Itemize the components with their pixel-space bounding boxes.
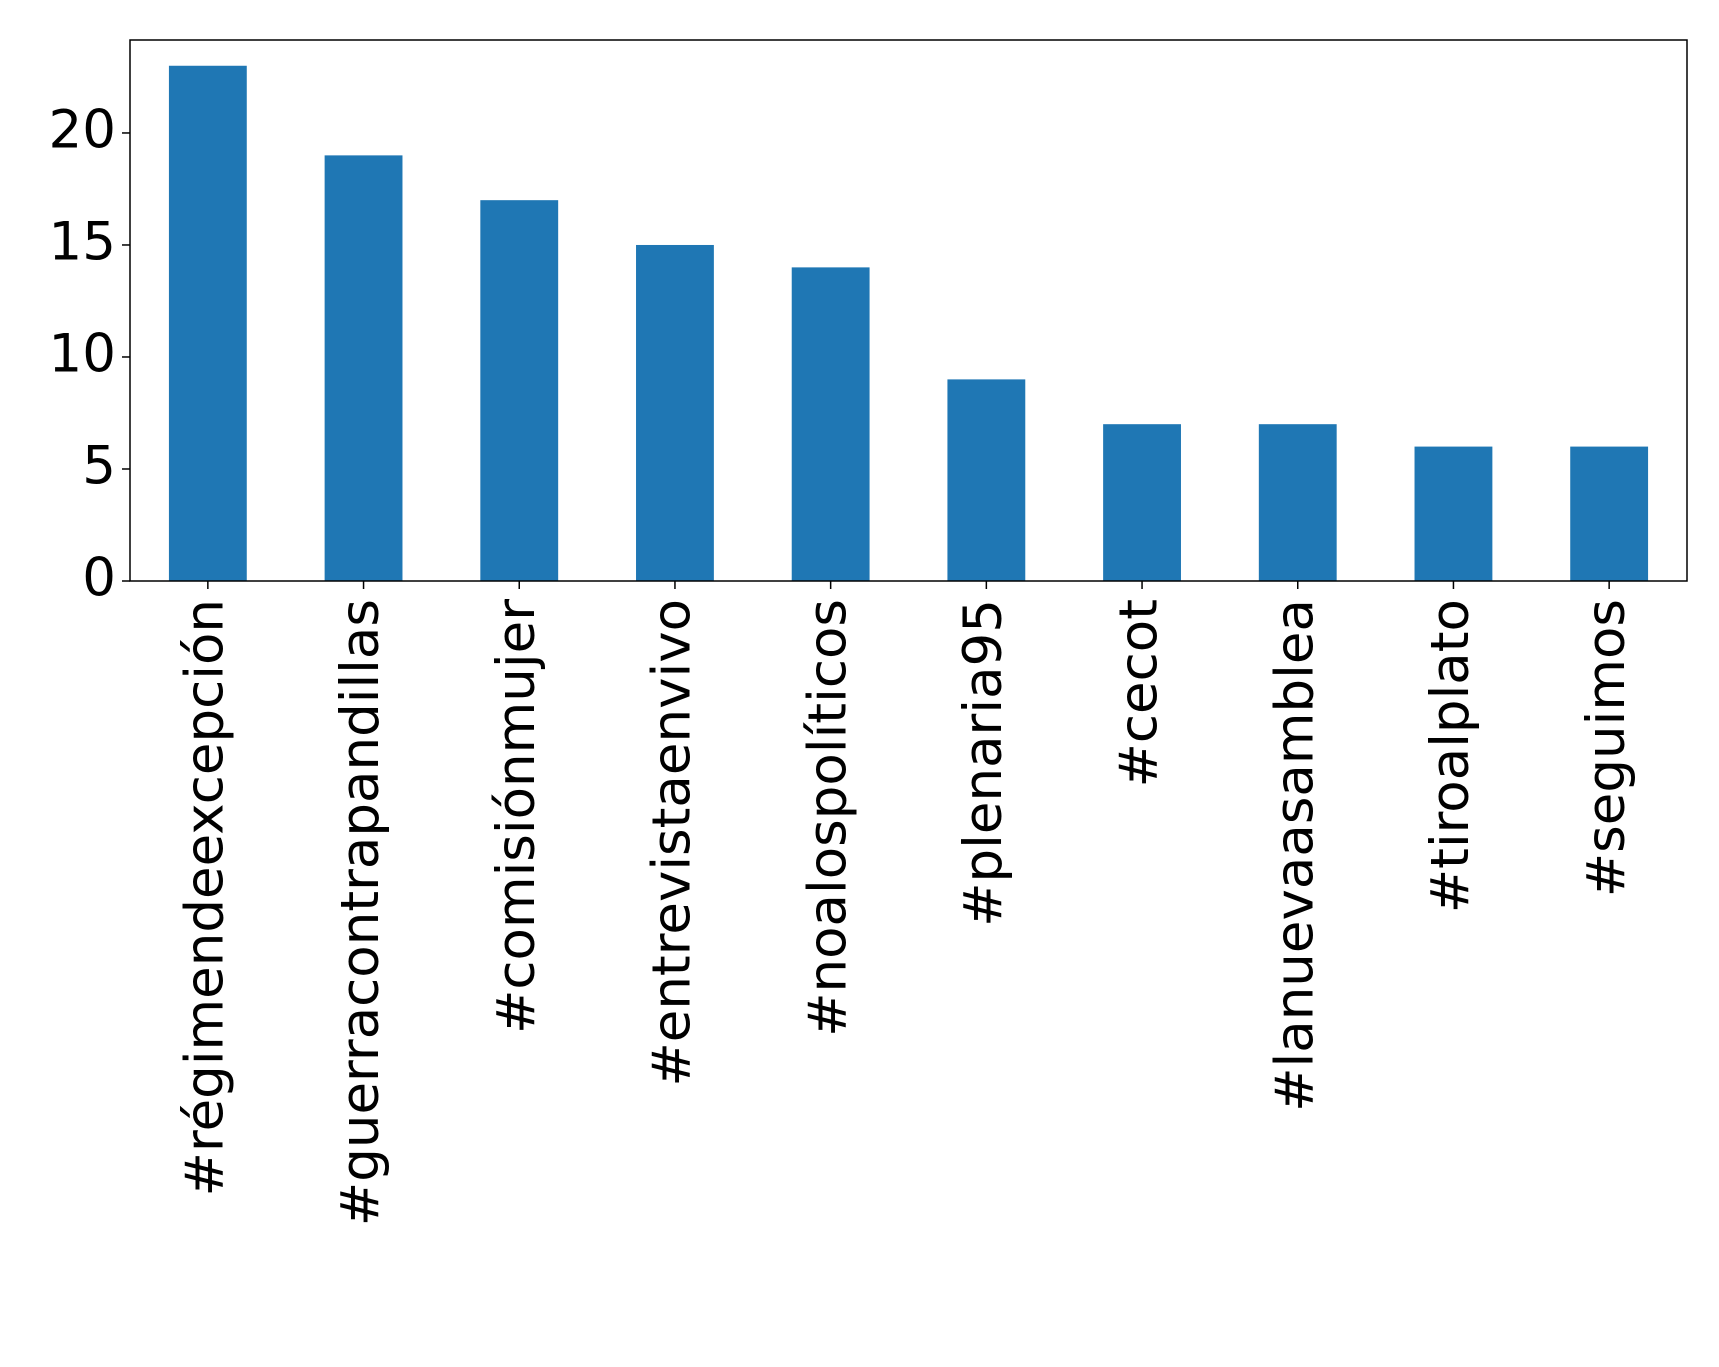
bar: [480, 200, 559, 581]
bar: [1103, 424, 1181, 581]
x-tick-label: #seguimos: [1576, 599, 1637, 897]
x-tick-label: #plenaria95: [953, 599, 1014, 927]
x-tick-label: #cecot: [1109, 599, 1170, 788]
y-tick-label: 10: [49, 324, 116, 385]
plot-frame: [129, 39, 1688, 582]
bar: [324, 155, 403, 581]
bar: [791, 267, 870, 581]
y-tick-label: 20: [49, 100, 116, 161]
bar: [168, 65, 247, 581]
x-tick-label: #tiroalplato: [1420, 599, 1481, 913]
bar: [947, 379, 1026, 581]
y-tick-label: 0: [82, 548, 116, 609]
x-tick-label: #noalospolíticos: [797, 599, 858, 1037]
x-tick-label: #régimendeexcepción: [174, 599, 235, 1196]
bar: [636, 244, 714, 581]
bar: [1258, 424, 1337, 581]
bar: [1570, 446, 1649, 581]
x-tick-label: #comisiónmujer: [486, 599, 547, 1034]
bar: [1414, 446, 1493, 581]
x-tick-label: #entrevistaenvivo: [642, 599, 703, 1087]
x-tick-label: #lanuevaasamblea: [1264, 599, 1325, 1112]
y-tick-label: 15: [49, 212, 116, 273]
y-tick-label: 5: [82, 436, 116, 497]
x-tick-label: #guerracontrapandillas: [330, 599, 391, 1226]
